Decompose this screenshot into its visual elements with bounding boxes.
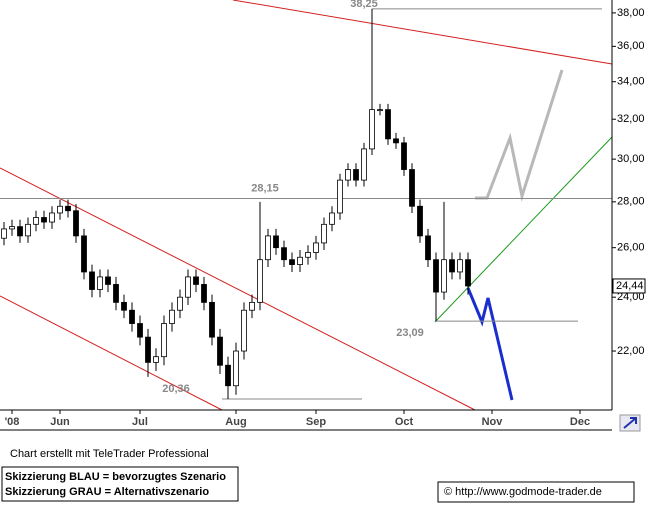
candle-body — [433, 259, 439, 293]
candle-body — [161, 323, 167, 358]
x-tick-label: Jun — [50, 416, 70, 428]
candle-body — [1, 228, 7, 239]
annotation: 23,09 — [396, 327, 424, 339]
source-box — [437, 481, 635, 503]
candle-body — [217, 336, 223, 366]
alt-scenario — [475, 69, 564, 202]
candle-body — [313, 242, 319, 253]
x-tick-label: Dec — [570, 416, 590, 428]
candle-body — [177, 296, 183, 311]
candle-body — [65, 205, 71, 212]
annotation: 38,25 — [350, 0, 378, 10]
candle-body — [449, 259, 455, 273]
annotation: 20,36 — [162, 383, 190, 395]
candle-body — [321, 223, 327, 244]
zoom-arrow — [623, 417, 637, 429]
candle-body — [465, 259, 471, 287]
x-tick-label: Aug — [225, 416, 246, 428]
candle-body — [401, 142, 407, 170]
trend-line — [0, 167, 476, 411]
y-tick-label: 32,00 — [617, 113, 645, 125]
candle-body — [457, 259, 463, 273]
main-scenario — [466, 287, 514, 401]
x-tick-label: Nov — [482, 416, 504, 428]
candle-body — [257, 259, 263, 303]
note: Skizzierung GRAU = Alternativszenario — [5, 486, 209, 498]
candle-body — [361, 148, 367, 181]
candle-body — [425, 235, 431, 261]
candle-body — [41, 217, 47, 223]
candle-body — [385, 109, 391, 140]
candle-body — [209, 301, 215, 338]
candle-body — [273, 235, 279, 249]
y-tick-label: 26,00 — [617, 242, 645, 254]
trend-line — [434, 136, 613, 323]
candle-body — [249, 301, 255, 311]
candle-body — [193, 276, 199, 285]
candle-body — [353, 169, 359, 181]
candle-body — [289, 259, 295, 265]
candle-body — [81, 235, 87, 273]
candle-body — [57, 205, 63, 214]
candle-body — [153, 356, 159, 363]
candle-body — [105, 276, 111, 285]
y-tick-label: 30,00 — [617, 153, 645, 165]
candle-body — [25, 223, 31, 237]
candle-body — [393, 138, 399, 144]
candle-body — [417, 205, 423, 237]
candle-body — [137, 323, 143, 338]
trend-line — [0, 295, 223, 411]
y-tick-label: 28,00 — [617, 196, 645, 208]
candle-body — [377, 109, 383, 112]
candle-body — [49, 212, 55, 223]
candle-body — [169, 309, 175, 324]
x-tick-label: '08 — [5, 416, 20, 428]
candle-body — [145, 336, 151, 363]
candle-body — [233, 350, 239, 387]
candle-body — [305, 252, 311, 258]
candle-body — [337, 179, 343, 214]
plot-area — [0, 0, 613, 411]
candle-body — [185, 276, 191, 298]
candle-body — [369, 109, 375, 150]
source: © http://www.godmode-trader.de — [444, 486, 602, 498]
candle-body — [73, 210, 79, 237]
last-price-label: 24,44 — [616, 280, 644, 292]
credit: Chart erstellt mit TeleTrader Profession… — [10, 448, 209, 460]
x-tick-label: Jul — [132, 416, 148, 428]
y-tick-label: 34,00 — [617, 76, 645, 88]
y-tick-label: 22,00 — [617, 345, 645, 357]
candle-body — [281, 247, 287, 261]
y-tick-label: 38,00 — [617, 7, 645, 19]
candle-body — [33, 217, 39, 225]
candle-body — [345, 169, 351, 181]
y-tick-label: 24,00 — [617, 291, 645, 303]
notes-box — [1, 466, 239, 502]
candle-body — [265, 235, 271, 261]
candle-body — [297, 256, 303, 265]
x-tick-label: Sep — [306, 416, 326, 428]
last-price-box — [612, 278, 646, 294]
candle-body — [129, 309, 135, 324]
candle-body — [9, 226, 15, 230]
candle-body — [89, 271, 95, 290]
candle-body — [17, 226, 23, 237]
candle-body — [241, 309, 247, 352]
candle-body — [97, 276, 103, 290]
candle-body — [225, 364, 231, 387]
annotation: 28,15 — [251, 182, 279, 194]
x-tick-label: Oct — [395, 416, 414, 428]
candle-body — [441, 259, 447, 293]
candle-body — [409, 169, 415, 207]
candle-body — [329, 212, 335, 225]
note: Skizzierung BLAU = bevorzugtes Szenario — [5, 471, 226, 483]
candle-body — [201, 284, 207, 303]
candle-body — [113, 284, 119, 303]
trend-line — [232, 0, 613, 65]
candle-body — [121, 301, 127, 311]
y-tick-label: 36,00 — [617, 40, 645, 52]
